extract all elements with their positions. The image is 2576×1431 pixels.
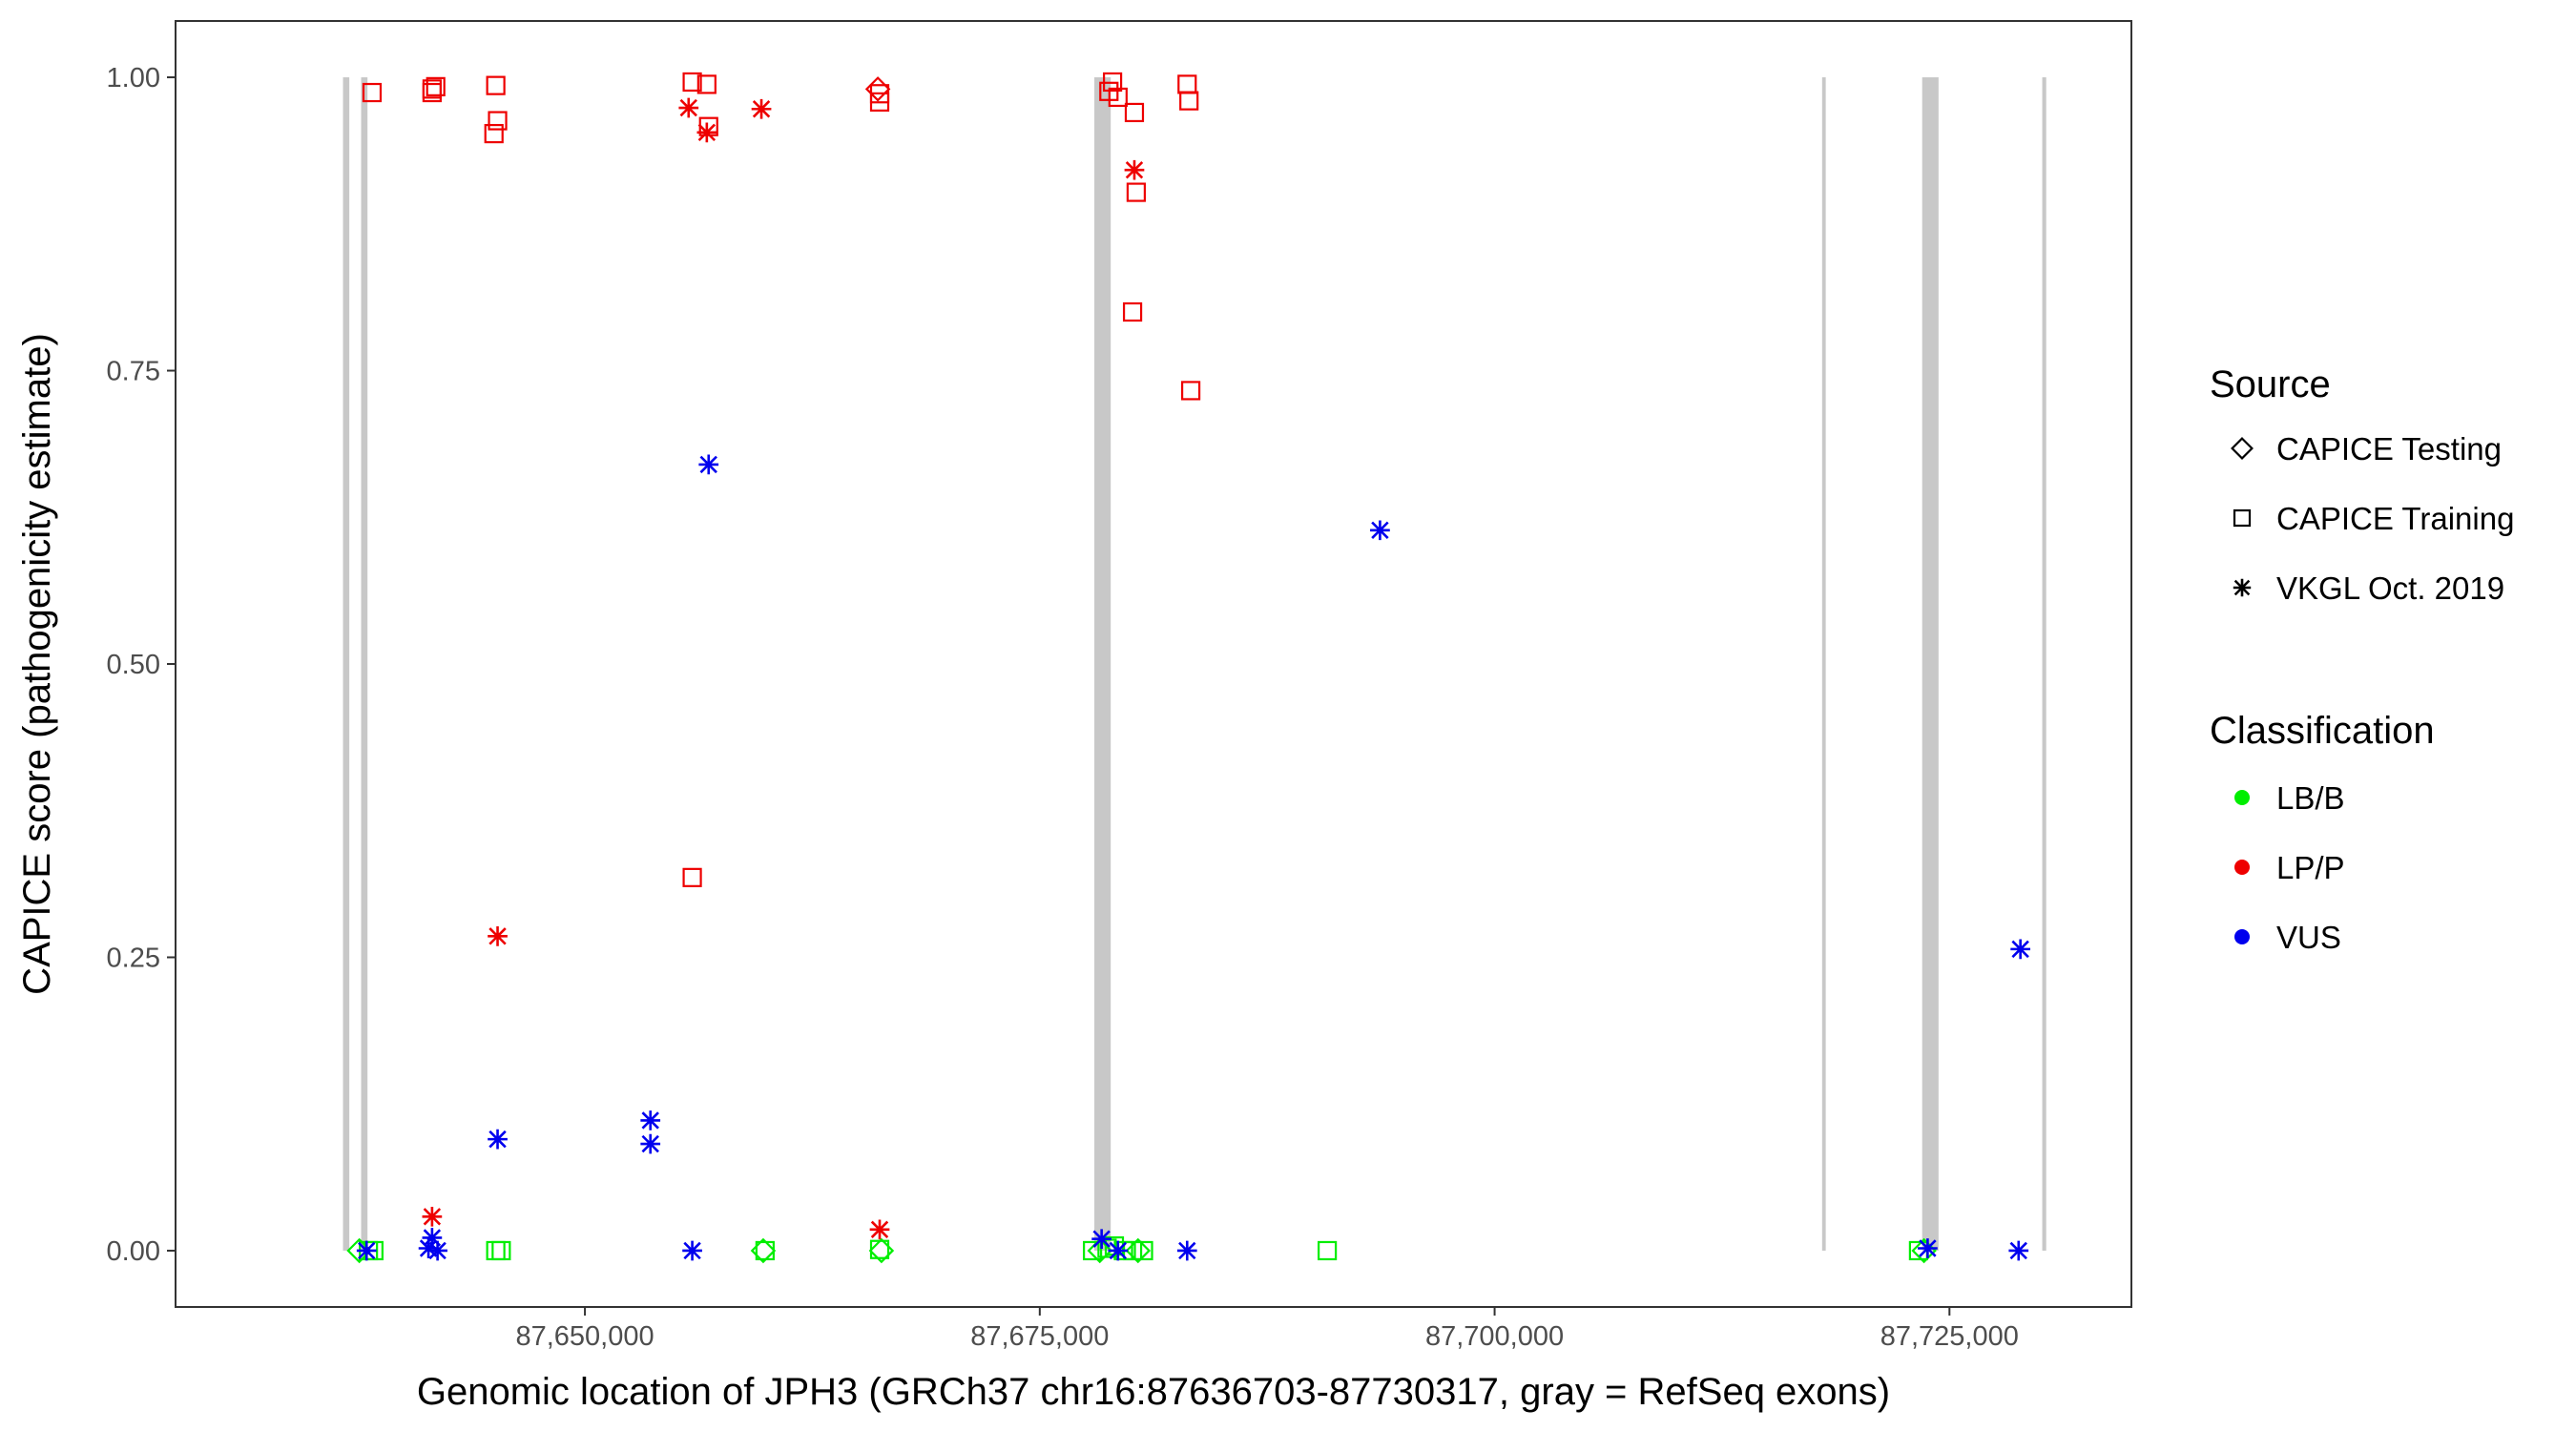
y-axis-title: CAPICE score (pathogenicity estimate) <box>16 333 58 995</box>
legend-classification-label: LP/P <box>2276 850 2345 885</box>
y-tick-label: 1.00 <box>107 63 160 93</box>
data-point <box>491 1240 511 1261</box>
data-point <box>1087 1237 1112 1264</box>
data-point <box>682 1240 702 1261</box>
x-tick-label: 87,725,000 <box>1880 1321 2019 1352</box>
legend-classification-key <box>2234 860 2250 875</box>
data-point <box>1083 1240 1103 1261</box>
y-tick-label: 0.50 <box>107 650 160 680</box>
data-point <box>2010 939 2031 960</box>
data-point <box>2008 1240 2029 1261</box>
data-point <box>696 74 717 94</box>
legend-source-label: CAPICE Testing <box>2276 431 2502 467</box>
exon-band <box>2042 77 2046 1251</box>
exon-band <box>361 77 368 1251</box>
data-point <box>1108 1240 1129 1261</box>
data-point <box>1179 91 1199 111</box>
data-point <box>1180 381 1201 401</box>
data-point <box>1133 1240 1153 1261</box>
data-point <box>1122 301 1143 322</box>
legend: Source CAPICE Testing CAPICE Training VKGL… <box>2210 363 2514 955</box>
legend-classification-key <box>2234 929 2250 944</box>
data-point <box>488 111 508 131</box>
data-point <box>488 925 508 946</box>
legend-source-key <box>2233 508 2252 528</box>
data-point <box>418 1238 439 1258</box>
data-point <box>484 123 504 144</box>
y-tick-label: 0.00 <box>107 1236 160 1267</box>
data-point <box>751 98 772 119</box>
data-point <box>682 72 702 93</box>
data-point <box>422 1206 443 1227</box>
exon-band <box>343 77 350 1251</box>
legend-source-key <box>2231 437 2254 460</box>
data-point <box>869 1219 890 1240</box>
x-axis-title: Genomic location of JPH3 (GRCh37 chr16:8… <box>417 1371 1890 1413</box>
y-tick-label: 0.75 <box>107 357 160 387</box>
exon-band <box>1922 77 1939 1251</box>
data-point <box>869 92 890 112</box>
legend-classification-label: LB/B <box>2276 780 2345 816</box>
data-point <box>678 97 699 118</box>
data-point <box>1318 1240 1338 1261</box>
data-point <box>696 122 717 143</box>
data-point <box>1108 87 1128 108</box>
x-tick-label: 87,700,000 <box>1425 1321 1564 1352</box>
y-tick-label: 0.25 <box>107 943 160 973</box>
y-axis: 0.00 0.25 0.50 0.75 1.00 <box>107 63 176 1267</box>
data-point <box>640 1110 661 1130</box>
legend-classification-key <box>2234 790 2250 805</box>
data-point <box>488 1129 508 1150</box>
data-point <box>422 82 442 103</box>
data-point <box>640 1133 661 1154</box>
data-point <box>1124 159 1145 180</box>
data-point <box>755 1240 775 1261</box>
exon-band <box>1821 77 1826 1251</box>
data-point <box>427 1240 447 1261</box>
legend-source-label: CAPICE Training <box>2276 501 2514 536</box>
legend-source-title: Source <box>2210 363 2331 405</box>
data-point <box>682 867 702 887</box>
x-tick-label: 87,675,000 <box>970 1321 1109 1352</box>
legend-classification-label: VUS <box>2276 920 2341 955</box>
data-point <box>422 1228 443 1248</box>
data-point <box>1124 102 1145 123</box>
data-point <box>1918 1238 1938 1258</box>
legend-source-entries: CAPICE Testing CAPICE Training VKGL Oct. 2… <box>2231 431 2514 606</box>
data-point <box>1176 1240 1197 1261</box>
data-point <box>1091 1229 1111 1250</box>
data-point <box>1370 520 1390 541</box>
x-axis: 87,650,000 87,675,000 87,700,000 87,725,000 <box>515 1307 2019 1352</box>
exon-band <box>1094 77 1111 1251</box>
data-point <box>698 454 719 475</box>
data-point <box>1126 182 1146 202</box>
data-point <box>362 82 383 103</box>
legend-source-key <box>2233 578 2252 597</box>
legend-classification-title: Classification <box>2210 710 2435 752</box>
data-points <box>346 72 2031 1264</box>
data-point <box>1911 1237 1937 1264</box>
x-tick-label: 87,650,000 <box>515 1321 654 1352</box>
data-point <box>868 1237 895 1264</box>
data-point <box>486 75 506 95</box>
legend-classification-entries: LB/B LP/P VUS <box>2234 780 2345 955</box>
exon-bands <box>343 77 2046 1251</box>
data-point <box>426 76 446 96</box>
data-point <box>356 1240 377 1261</box>
legend-source-label: VKGL Oct. 2019 <box>2276 570 2504 606</box>
data-point <box>1125 1237 1152 1264</box>
